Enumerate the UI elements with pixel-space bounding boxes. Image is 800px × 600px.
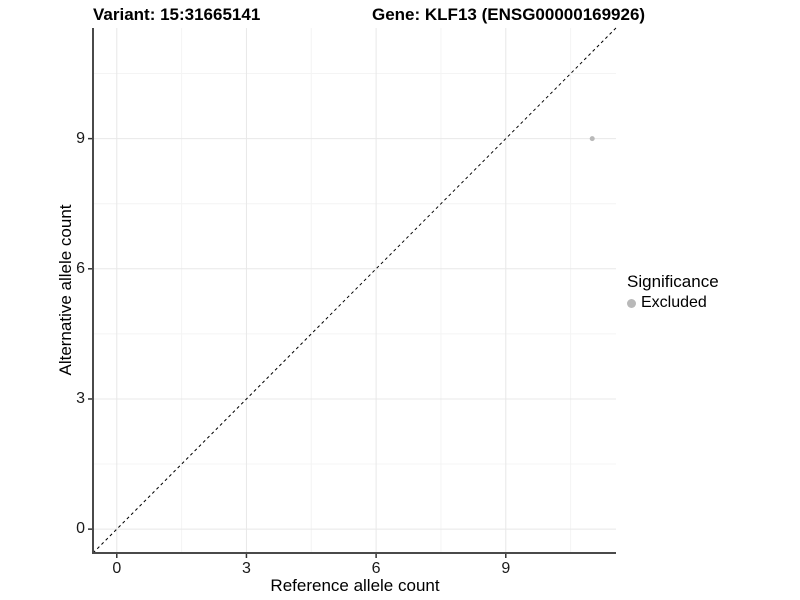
x-tick-label: 9	[501, 560, 511, 577]
plot-title-gene: Gene: KLF13 (ENSG00000169926)	[372, 5, 646, 24]
x-tick-label: 0	[112, 560, 122, 577]
data-point	[589, 136, 595, 142]
legend-entries: Excluded	[627, 294, 719, 312]
legend-title: Significance	[627, 272, 719, 291]
y-tick-label: 6	[76, 259, 85, 277]
x-tick-label: 6	[371, 560, 381, 577]
x-axis-title: Reference allele count	[270, 576, 440, 595]
y-tick-label: 9	[76, 129, 85, 147]
legend: Significance Excluded	[627, 272, 719, 312]
y-tick-label: 3	[76, 389, 85, 407]
y-axis-title: Alternative allele count	[56, 204, 75, 376]
x-tick-label: 3	[241, 560, 251, 577]
plot-title-variant: Variant: 15:31665141	[93, 5, 261, 24]
legend-label: Excluded	[641, 294, 707, 311]
legend-entry: Excluded	[627, 294, 719, 312]
legend-point-icon	[627, 298, 636, 308]
identity-dashed-line	[92, 27, 617, 554]
y-tick-label: 0	[76, 520, 85, 538]
